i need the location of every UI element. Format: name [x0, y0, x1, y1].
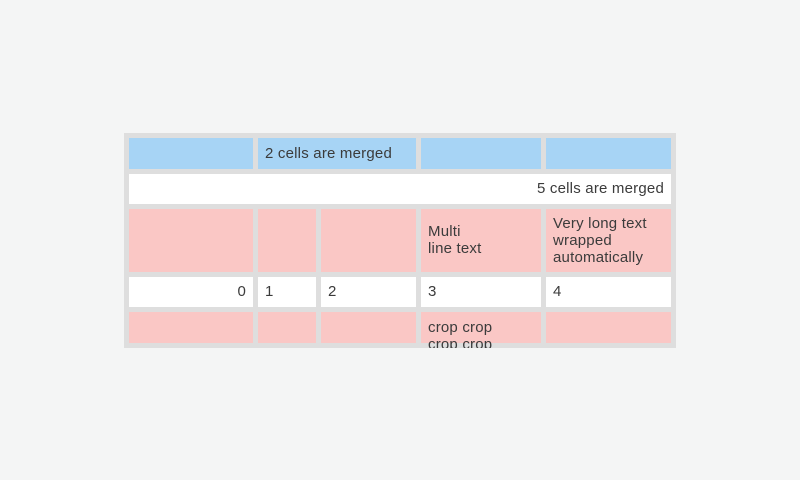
table-cell-r5c2[interactable] [258, 311, 316, 343]
table-cell-r4c2[interactable]: 1 [258, 276, 316, 307]
merged-2-label: 2 cells are merged [265, 144, 392, 162]
table-cell-r4c1[interactable]: 0 [129, 276, 253, 307]
table-cell-r3c5[interactable]: Very long text wrapped automatically [546, 208, 671, 272]
table-cell-r4c4[interactable]: 3 [421, 276, 541, 307]
table-widget[interactable]: 2 cells are merged 5 cells are merged Mu… [124, 132, 676, 348]
table-cell-r1-merged-2[interactable]: 2 cells are merged [258, 137, 416, 169]
merged-5-label: 5 cells are merged [537, 180, 664, 197]
table-cell-r4c5[interactable]: 4 [546, 276, 671, 307]
number-cell-label: 2 [328, 283, 337, 300]
table-cell-r5c1[interactable] [129, 311, 253, 343]
number-cell-label: 0 [237, 283, 246, 300]
table-cell-r3c3[interactable] [321, 208, 416, 272]
table-cell-r5c4[interactable]: crop crop crop crop [421, 311, 541, 348]
multiline-text-label: Multi line text [428, 223, 482, 257]
wrapped-text-label: Very long text wrapped automatically [553, 214, 647, 266]
table-cell-r4c3[interactable]: 2 [321, 276, 416, 307]
cropped-text-label: crop crop crop crop [428, 318, 493, 348]
table-cell-r1c1[interactable] [129, 137, 253, 169]
table-cell-r3c4[interactable]: Multi line text [421, 208, 541, 272]
table-cell-r1c4[interactable] [421, 137, 541, 169]
table-cell-r1c5[interactable] [546, 137, 671, 169]
table-cell-r3c2[interactable] [258, 208, 316, 272]
table-cell-r5c5[interactable] [546, 311, 671, 343]
number-cell-label: 3 [428, 283, 437, 300]
table-cell-r2-merged-5[interactable]: 5 cells are merged [129, 173, 671, 204]
number-cell-label: 1 [265, 283, 274, 300]
number-cell-label: 4 [553, 283, 562, 300]
table-cell-r3c1[interactable] [129, 208, 253, 272]
table-cell-r5c3[interactable] [321, 311, 416, 343]
